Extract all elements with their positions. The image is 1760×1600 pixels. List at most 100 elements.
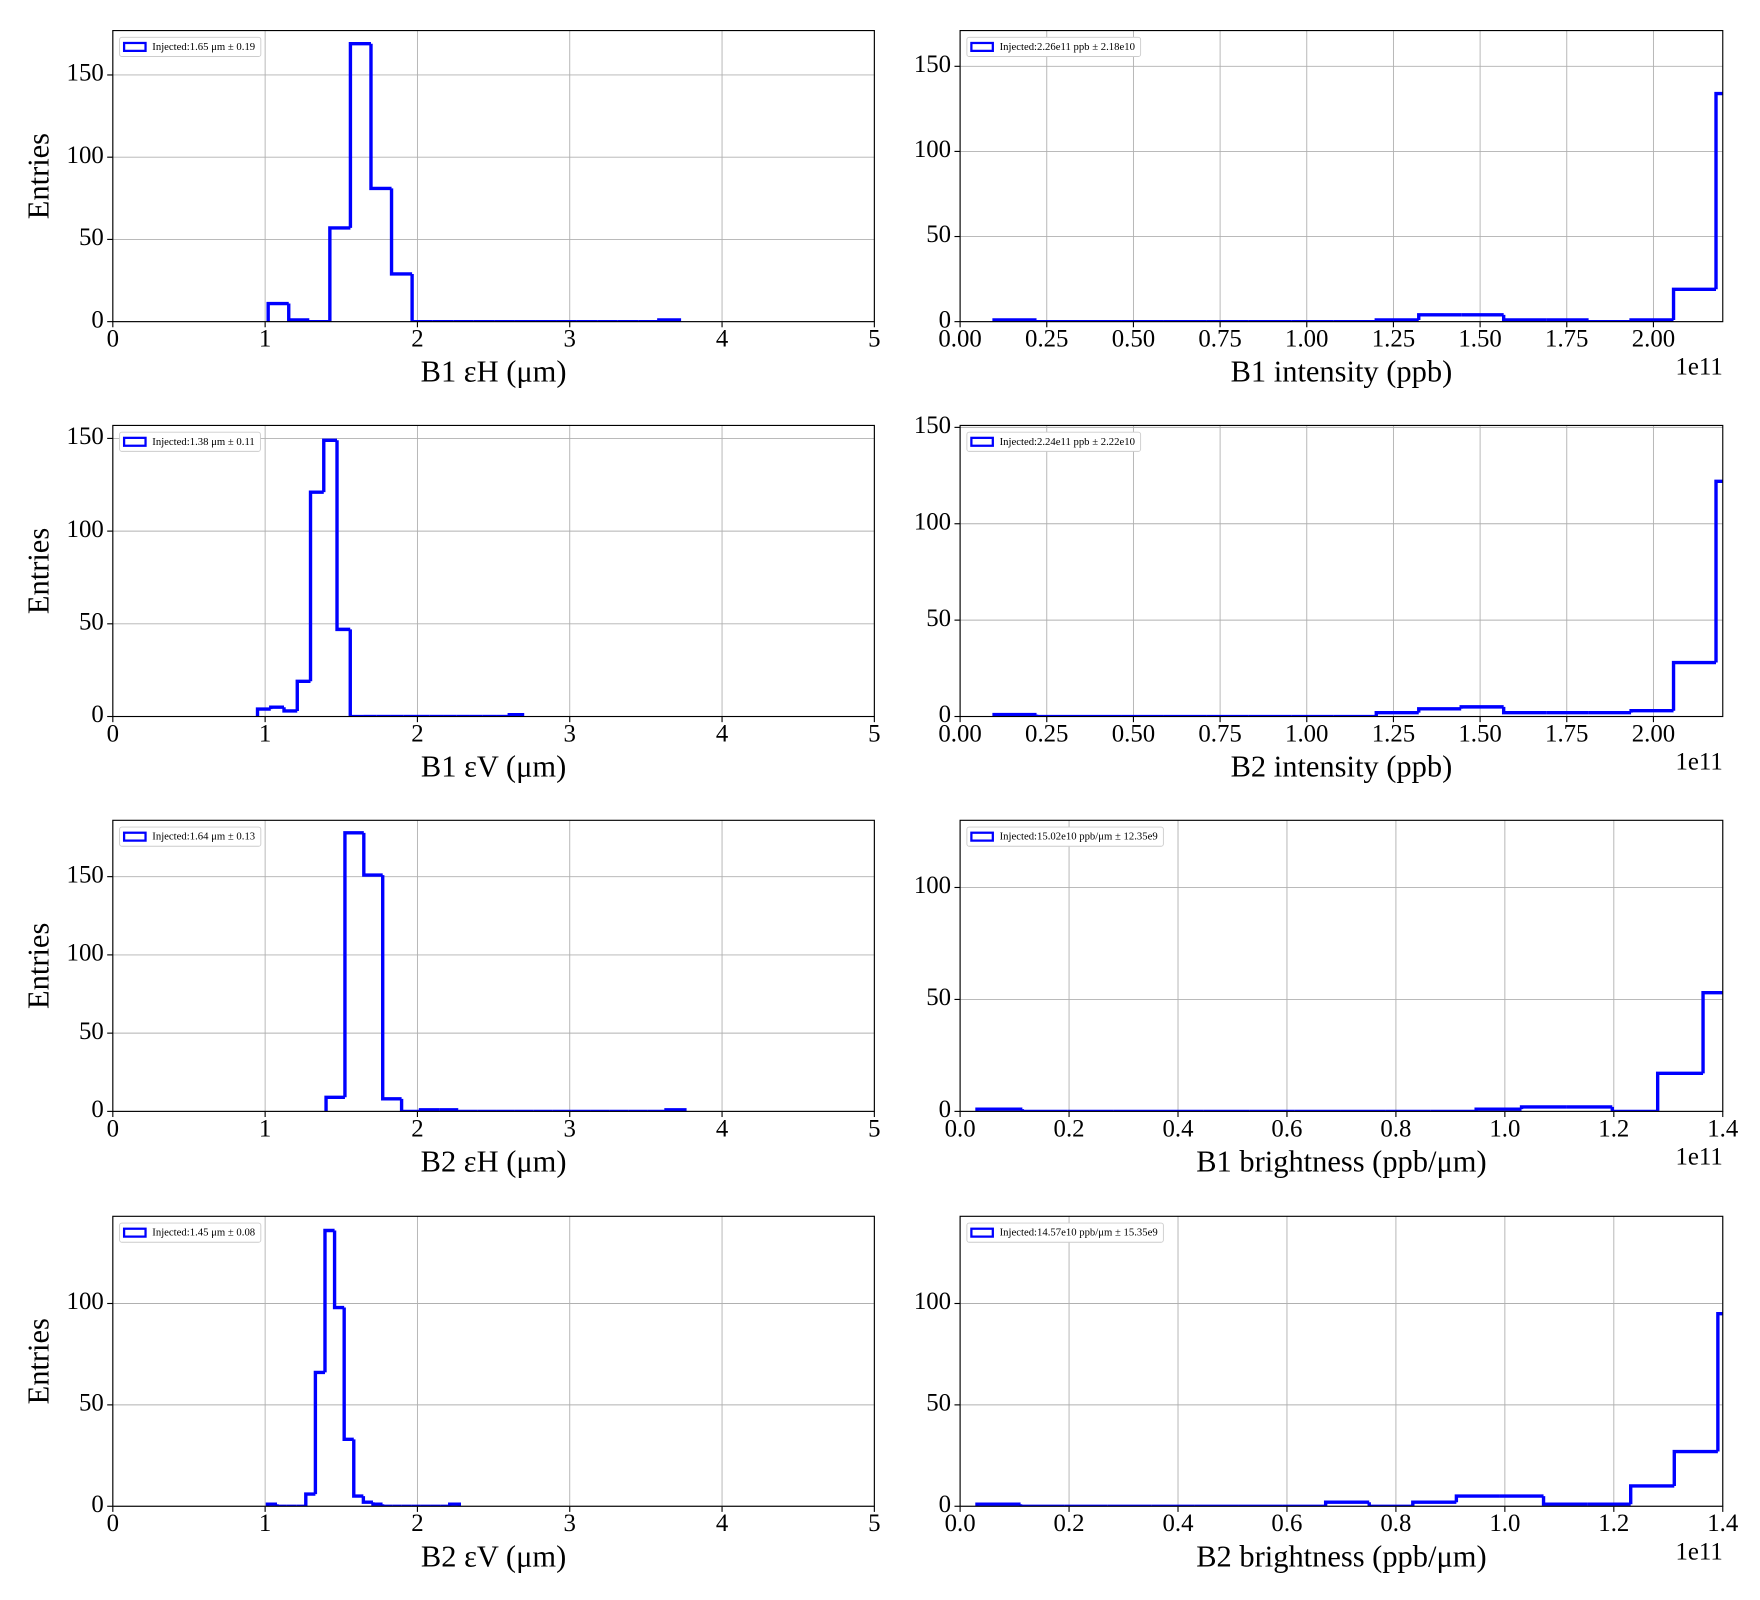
- x-axis-label: B1 intensity (ppb): [1231, 355, 1453, 389]
- y-tick-label: 0: [91, 701, 103, 728]
- histogram-bin: [507, 712, 525, 717]
- x-tick-label: 3: [564, 326, 576, 353]
- histogram-bin: [332, 1230, 345, 1310]
- subplot: 0.00 0.25 0.50 0.75 1.00 1.25 1.50 1.75 2.00 0 50 1…: [914, 30, 1724, 389]
- x-tick-label: 0.50: [1112, 720, 1155, 747]
- histogram-bin: [307, 319, 330, 322]
- x-tick-label: 1: [259, 720, 271, 747]
- x-tick-label: 0.00: [938, 326, 981, 353]
- histogram-bin: [282, 707, 298, 713]
- histogram-bin: [1655, 1071, 1704, 1112]
- histogram-bin: [335, 440, 351, 632]
- legend: Injected:1.45 μm ± 0.08: [119, 1222, 262, 1243]
- x-tick-label: 1.25: [1372, 720, 1415, 747]
- y-tick-label: 150: [67, 861, 104, 888]
- histogram-bin: [322, 438, 338, 493]
- histogram-bin: [369, 43, 392, 191]
- histogram-bin: [1459, 705, 1504, 709]
- x-tick-label: 2: [411, 1510, 423, 1537]
- y-tick-label: 100: [67, 142, 104, 169]
- histogram-bin: [992, 318, 1037, 322]
- y-tick-label: 50: [79, 1018, 104, 1045]
- x-tick-label: 1.0: [1489, 1115, 1520, 1142]
- x-tick-label: 0: [107, 1115, 119, 1142]
- histogram-bin: [1367, 1502, 1413, 1507]
- legend-box: [119, 431, 261, 452]
- y-tick-label: 0: [939, 1491, 951, 1518]
- y-axis-label: Entries: [22, 528, 56, 614]
- x-tick-label: 5: [868, 1115, 880, 1142]
- histogram-bin: [380, 1504, 393, 1507]
- x-tick-label: 0.25: [1025, 326, 1068, 353]
- histogram-bin: [1541, 1496, 1588, 1506]
- legend-label: Injected:14.57e10 ppb/μm ± 15.35e9: [1000, 1227, 1158, 1239]
- histogram-bin: [275, 1504, 287, 1507]
- histogram: [265, 1228, 462, 1507]
- x-tick-label: 0.8: [1380, 1510, 1411, 1537]
- x-tick-label: 1.2: [1598, 1115, 1629, 1142]
- legend-swatch: [970, 41, 994, 53]
- histogram-bin: [410, 273, 433, 322]
- axis-offset-text: 1e11: [1675, 749, 1722, 776]
- histogram-bin: [348, 629, 364, 717]
- x-tick-label: 5: [868, 720, 880, 747]
- histogram-bin: [381, 875, 402, 1101]
- legend-label: Injected:2.24e11 ppb ± 2.22e10: [1000, 436, 1135, 448]
- y-tick-label: 100: [67, 1288, 104, 1315]
- histogram-bin: [1519, 1105, 1567, 1110]
- x-tick-label: 0.6: [1271, 1510, 1302, 1537]
- legend-swatch: [122, 41, 147, 53]
- x-tick-label: 0.4: [1162, 1115, 1194, 1142]
- axes-frame: [959, 819, 1724, 1112]
- y-tick-label: 0: [91, 306, 103, 333]
- x-tick-label: 1.4: [1707, 1510, 1739, 1537]
- legend-box: [966, 36, 1142, 57]
- histogram-bin: [1501, 314, 1547, 322]
- histogram: [266, 42, 682, 322]
- histogram-bin: [323, 1228, 335, 1373]
- legend-label: Injected:2.26e11 ppb ± 2.18e10: [1000, 41, 1135, 53]
- x-tick-label: 4: [716, 1510, 729, 1537]
- legend-label: Injected:1.64 μm ± 0.13: [152, 831, 255, 843]
- x-axis-label: B1 brightness (ppb/μm): [1196, 1144, 1486, 1178]
- histogram: [992, 479, 1723, 717]
- histogram-bin: [304, 1492, 316, 1507]
- axes-frame: [112, 819, 875, 1112]
- histogram: [975, 991, 1723, 1112]
- axes-frame: [959, 1215, 1724, 1507]
- axis-offset-text: 1e11: [1675, 354, 1722, 381]
- histogram-bin: [295, 679, 311, 711]
- legend-box: [966, 431, 1142, 452]
- y-tick-label: 50: [926, 221, 951, 248]
- y-tick-label: 50: [79, 1390, 104, 1417]
- histogram-bin: [1610, 1106, 1658, 1112]
- y-tick-label: 50: [926, 1390, 951, 1417]
- histogram-bin: [269, 705, 285, 710]
- x-tick-label: 1.00: [1285, 326, 1328, 353]
- x-tick-label: 0.00: [938, 720, 981, 747]
- legend-label: Injected:1.45 μm ± 0.08: [152, 1227, 255, 1239]
- histogram-bin: [361, 1496, 373, 1504]
- x-tick-label: 0.2: [1054, 1115, 1085, 1142]
- x-tick-label: 1.75: [1545, 326, 1588, 353]
- subplot: 0.00 0.25 0.50 0.75 1.00 1.25 1.50 1.75 2.00 0 50 1…: [914, 412, 1724, 784]
- axes-frame: [959, 424, 1724, 718]
- x-tick-label: 2: [411, 1115, 423, 1142]
- histogram-bin: [1716, 1311, 1723, 1452]
- histogram-bin: [448, 1502, 462, 1507]
- histogram-bin: [456, 1109, 478, 1112]
- legend: Injected:1.38 μm ± 0.11: [119, 431, 261, 452]
- histogram-bin: [308, 490, 324, 682]
- x-tick-label: 2: [411, 326, 423, 353]
- x-tick-label: 0.0: [945, 1510, 976, 1537]
- y-tick-label: 100: [67, 516, 104, 543]
- x-tick-label: 2: [411, 720, 423, 747]
- histogram-bin: [1454, 1494, 1500, 1503]
- axes-frame: [112, 1215, 875, 1507]
- y-tick-label: 150: [67, 423, 104, 450]
- histogram-bin: [1714, 91, 1723, 290]
- x-tick-label: 0.6: [1271, 1115, 1302, 1142]
- y-tick-label: 50: [79, 609, 104, 636]
